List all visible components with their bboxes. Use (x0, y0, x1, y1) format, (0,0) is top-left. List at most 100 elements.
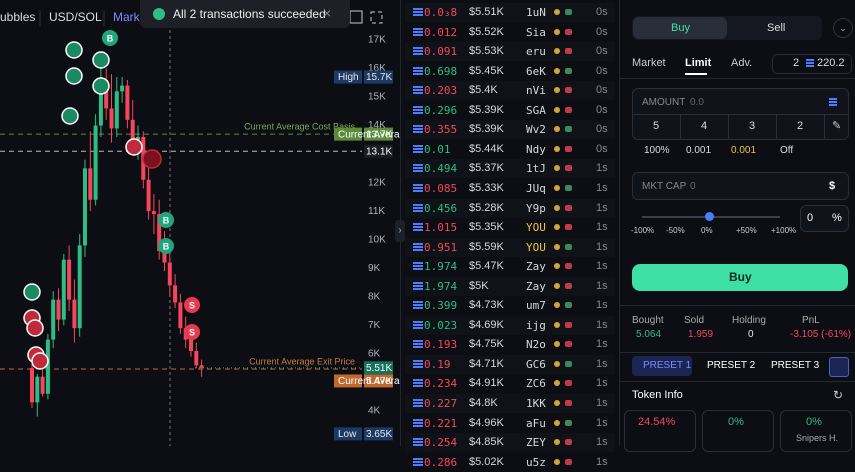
row-icon (413, 457, 423, 460)
trade-age: 1s (596, 455, 608, 468)
trade-trader: u5z (526, 455, 546, 469)
order-adv[interactable]: Adv. (731, 57, 753, 69)
amount-icon (829, 98, 837, 100)
trade-trader: ijg (526, 318, 546, 332)
position-value: 0 (748, 329, 754, 340)
trader-tag (565, 48, 572, 55)
sol-icon (806, 59, 814, 61)
candle-body (67, 259, 72, 300)
badge-tag-label: Current Average Cost Basis (338, 129, 400, 140)
candle-body (162, 251, 167, 263)
wallet-count: 2 (793, 57, 800, 69)
percent-input[interactable]: 0 (807, 212, 814, 224)
collapse-toggle[interactable]: › (395, 220, 405, 242)
position-value: 1.959 (688, 329, 714, 340)
preset-tab[interactable]: PRESET 1 (643, 360, 692, 371)
tab-sell[interactable]: Sell (767, 22, 786, 34)
price-badge (364, 427, 393, 441)
trade-mcap: $5.59K (469, 240, 504, 253)
trader-icons (23, 41, 162, 370)
trade-amount: 0.286 (424, 455, 458, 469)
divider (680, 115, 681, 139)
trade-amount: 0.456 (424, 201, 458, 215)
price-badge (364, 374, 393, 388)
trader-tag (554, 48, 560, 55)
dropdown[interactable]: ⌄ (833, 18, 853, 38)
toolbar-item[interactable]: ubbles (0, 10, 35, 24)
trade-age: 1s (596, 162, 608, 175)
candle-body (109, 108, 114, 129)
quick-amount[interactable]: 3 (749, 120, 756, 132)
toolbar-item[interactable]: Marke (113, 10, 147, 24)
tab-active[interactable] (633, 17, 727, 39)
preset-tab[interactable]: PRESET 2 (707, 360, 756, 371)
trade-mcap: $5.53K (469, 45, 504, 58)
candle-body (157, 214, 162, 252)
slider-label: +100% (771, 226, 797, 235)
slider-knob[interactable] (705, 212, 714, 221)
trader-tag (565, 458, 572, 465)
edit-icon[interactable]: ✎ (832, 120, 842, 132)
position-label: Sold (684, 315, 705, 326)
position-value: 5.064 (636, 329, 662, 340)
row-icon (413, 164, 423, 167)
trade-mcap: $5.44K (469, 142, 504, 155)
badge-tag-label: Current Average Exit Price (338, 376, 400, 387)
token-info-title[interactable]: Token Info (632, 389, 683, 401)
price-badge (364, 361, 393, 375)
wallet-box[interactable] (772, 54, 852, 74)
badge-tag-label: Low (338, 429, 357, 440)
preset-tab[interactable]: PRESET 3 (771, 360, 820, 371)
trade-trader: JUq (526, 181, 546, 195)
row-icon (413, 66, 423, 69)
trader-tag (565, 243, 572, 250)
trade-row: 0.698 $5.45K 6eK 0s (405, 62, 615, 81)
trade-mcap: $5.37K (469, 162, 504, 175)
trade-mcap: $5.33K (469, 181, 504, 194)
quick-amount[interactable]: 5 (653, 120, 660, 132)
toast-close[interactable]: × (323, 5, 332, 21)
tab-buy[interactable]: Buy (671, 22, 690, 34)
trader-tag (554, 400, 560, 406)
trader-tag (554, 165, 560, 172)
order-market[interactable]: Market (632, 57, 666, 69)
settings-icon[interactable] (349, 10, 363, 24)
buy-button[interactable] (632, 264, 848, 291)
trader-tag (565, 439, 572, 446)
preset-active[interactable] (632, 356, 692, 376)
marker-label: S (189, 327, 195, 337)
preset-edit[interactable] (829, 357, 849, 377)
trade-row: 0.494 $5.37K 1tJ 1s (405, 159, 615, 179)
candle-body (88, 168, 93, 200)
amount-input[interactable]: 0.0 (690, 97, 704, 108)
row-icon (413, 281, 423, 284)
row-icon (413, 144, 423, 147)
toolbar-item[interactable]: USD/SOL (49, 10, 102, 24)
trade-amount: 0.221 (424, 416, 458, 430)
trade-trader: ZC6 (526, 377, 546, 391)
trader-tag (565, 67, 572, 74)
trade-age: 1s (596, 338, 608, 351)
quick-amount[interactable]: 4 (701, 120, 708, 132)
position-label: Bought (632, 315, 664, 326)
slider-label: +50% (736, 226, 757, 235)
mcap-input[interactable]: 0 (690, 181, 696, 192)
candle-body (93, 125, 98, 200)
trade-amount: 0.091 (424, 45, 458, 59)
refresh-icon[interactable]: ↻ (833, 388, 844, 402)
divider (776, 115, 777, 139)
order-limit[interactable]: Limit (685, 57, 712, 69)
trade-age: 1s (596, 279, 608, 292)
tab-underline (685, 73, 707, 75)
row-icon (413, 203, 423, 206)
quick-amount[interactable]: 2 (797, 120, 804, 132)
trade-row: 0.023 $4.69K ijg 1s (405, 315, 615, 335)
trade-mcap: $4.8K (469, 397, 498, 409)
trade-trader: GC6 (526, 357, 546, 371)
row-icon (413, 340, 423, 343)
trader-tag (565, 224, 572, 231)
buy-button-label[interactable]: Buy (729, 270, 752, 284)
trade-amount: 0.355 (424, 123, 458, 137)
trade-amount: 0.494 (424, 162, 458, 176)
fullscreen-icon[interactable] (370, 11, 383, 24)
